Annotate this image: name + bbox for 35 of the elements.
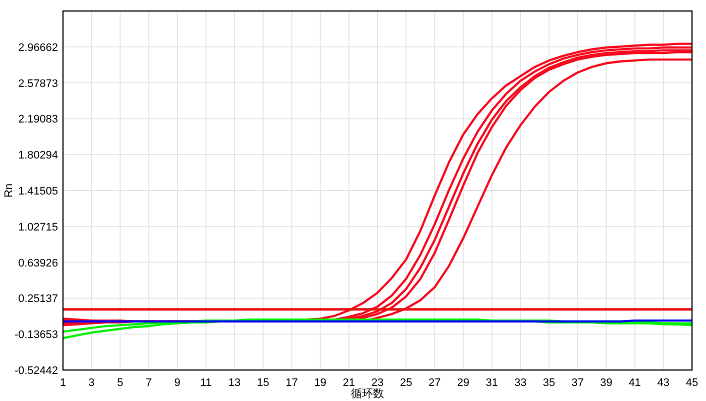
x-tick-label: 9	[174, 377, 180, 389]
x-tick-label: 13	[228, 377, 241, 389]
y-tick-label: 1.41505	[18, 186, 58, 198]
x-tick-label: 35	[542, 377, 556, 389]
x-tick-label: 5	[117, 377, 124, 389]
y-axis-title: Rn	[3, 183, 15, 198]
x-tick-label: 21	[342, 377, 356, 389]
x-tick-label: 25	[400, 377, 412, 389]
x-tick-label: 1	[60, 377, 66, 389]
x-tick-label: 31	[486, 377, 498, 389]
x-tick-label: 41	[628, 377, 641, 389]
y-tick-label: 2.57873	[18, 78, 58, 90]
x-tick-label: 43	[657, 377, 670, 389]
x-tick-label: 33	[514, 377, 527, 389]
y-tick-label: 0.63926	[18, 257, 58, 270]
x-axis-title: 循环数	[351, 388, 384, 400]
y-tick-label: 1.02715	[18, 221, 58, 234]
x-tick-label: 17	[286, 377, 298, 389]
x-tick-label: 3	[88, 377, 95, 389]
x-tick-label: 19	[314, 377, 326, 389]
x-tick-label: 29	[457, 377, 470, 389]
x-tick-label: 39	[600, 377, 612, 389]
x-tick-label: 37	[572, 377, 584, 389]
x-tick-label: 23	[371, 377, 384, 389]
y-tick-label: 2.19083	[18, 114, 58, 126]
y-tick-label: 2.96662	[18, 42, 58, 54]
y-tick-label: -0.52442	[14, 365, 58, 377]
x-tick-label: 7	[146, 377, 152, 389]
x-tick-label: 15	[257, 377, 270, 389]
x-tick-label: 45	[686, 377, 698, 389]
x-tick-label: 11	[200, 377, 212, 389]
y-tick-label: 1.80294	[18, 150, 58, 162]
y-tick-label: 0.25137	[18, 293, 58, 306]
y-tick-label: -0.13653	[14, 329, 58, 342]
x-tick-label: 27	[428, 377, 441, 389]
